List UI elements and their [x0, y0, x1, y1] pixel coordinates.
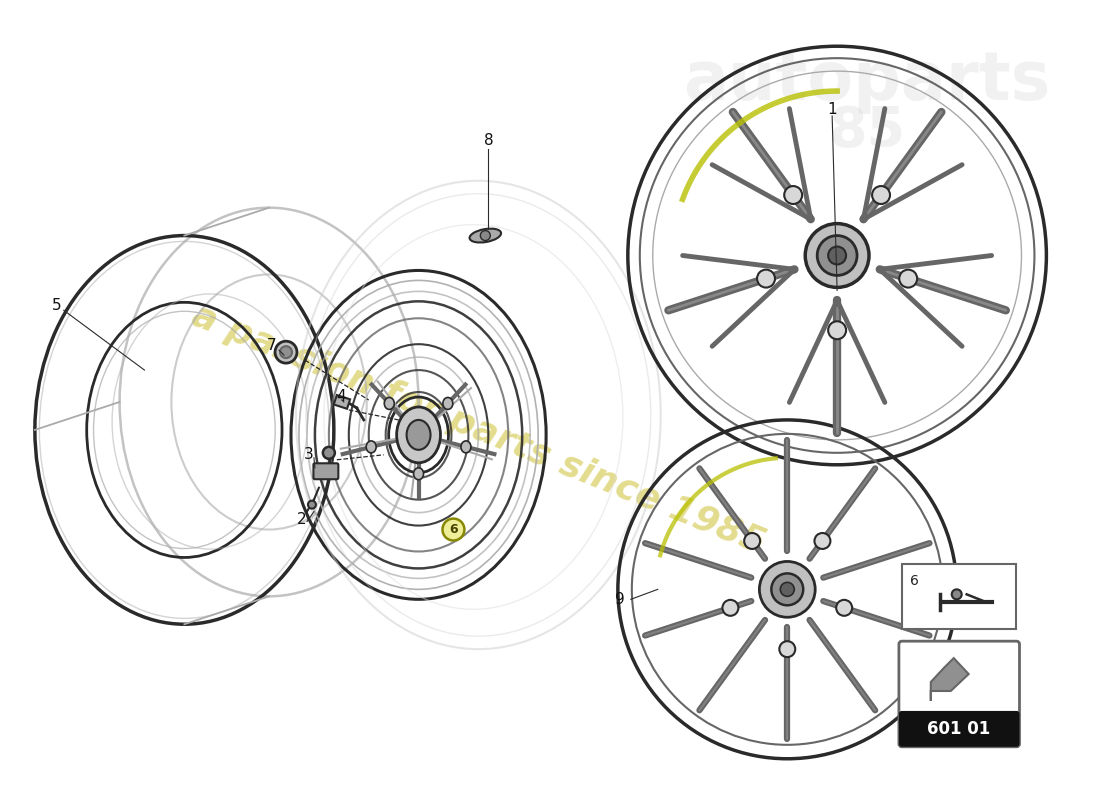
Circle shape [828, 322, 846, 339]
Circle shape [442, 518, 464, 541]
FancyBboxPatch shape [899, 711, 1020, 747]
Text: 4: 4 [336, 389, 345, 403]
Circle shape [481, 230, 491, 241]
Ellipse shape [407, 420, 430, 450]
Ellipse shape [366, 441, 376, 453]
Ellipse shape [414, 468, 424, 480]
Text: a passion for parts since 1985: a passion for parts since 1985 [187, 299, 770, 561]
Ellipse shape [461, 441, 471, 453]
Text: 2: 2 [297, 512, 307, 527]
Bar [902, 714, 1016, 744]
Circle shape [779, 641, 795, 657]
Text: 5: 5 [52, 298, 62, 313]
Ellipse shape [397, 407, 440, 462]
Circle shape [308, 501, 316, 509]
Ellipse shape [443, 398, 453, 410]
Circle shape [280, 346, 292, 358]
Circle shape [757, 270, 776, 287]
Text: 6: 6 [449, 523, 458, 536]
Bar [333, 395, 350, 409]
Circle shape [323, 447, 334, 458]
Circle shape [814, 533, 830, 549]
Text: 9: 9 [615, 592, 625, 607]
Circle shape [780, 582, 794, 596]
Circle shape [828, 246, 846, 265]
Ellipse shape [384, 398, 394, 410]
Circle shape [952, 590, 961, 599]
Circle shape [745, 533, 760, 549]
Circle shape [275, 342, 297, 363]
Text: 1: 1 [827, 102, 837, 117]
Text: 3: 3 [304, 447, 313, 462]
Circle shape [836, 600, 852, 616]
Ellipse shape [470, 229, 502, 242]
Circle shape [771, 574, 803, 606]
Text: autoparts: autoparts [683, 48, 1050, 114]
Circle shape [872, 186, 890, 204]
Circle shape [759, 562, 815, 618]
Bar [902, 565, 1016, 630]
Text: 8: 8 [484, 134, 493, 148]
Text: 601 01: 601 01 [927, 720, 990, 738]
Text: 7: 7 [266, 338, 276, 353]
Circle shape [805, 224, 869, 287]
FancyBboxPatch shape [314, 463, 339, 479]
Circle shape [784, 186, 802, 204]
Circle shape [817, 235, 857, 275]
Polygon shape [931, 658, 969, 701]
FancyBboxPatch shape [899, 641, 1020, 747]
Circle shape [723, 600, 738, 616]
Text: 85: 85 [828, 104, 905, 158]
Circle shape [899, 270, 917, 287]
Text: 6: 6 [910, 574, 918, 588]
